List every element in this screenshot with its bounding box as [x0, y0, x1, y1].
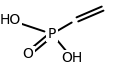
Text: HO: HO	[0, 13, 21, 27]
Text: P: P	[48, 27, 56, 41]
Text: O: O	[23, 47, 33, 61]
Text: OH: OH	[61, 51, 83, 65]
